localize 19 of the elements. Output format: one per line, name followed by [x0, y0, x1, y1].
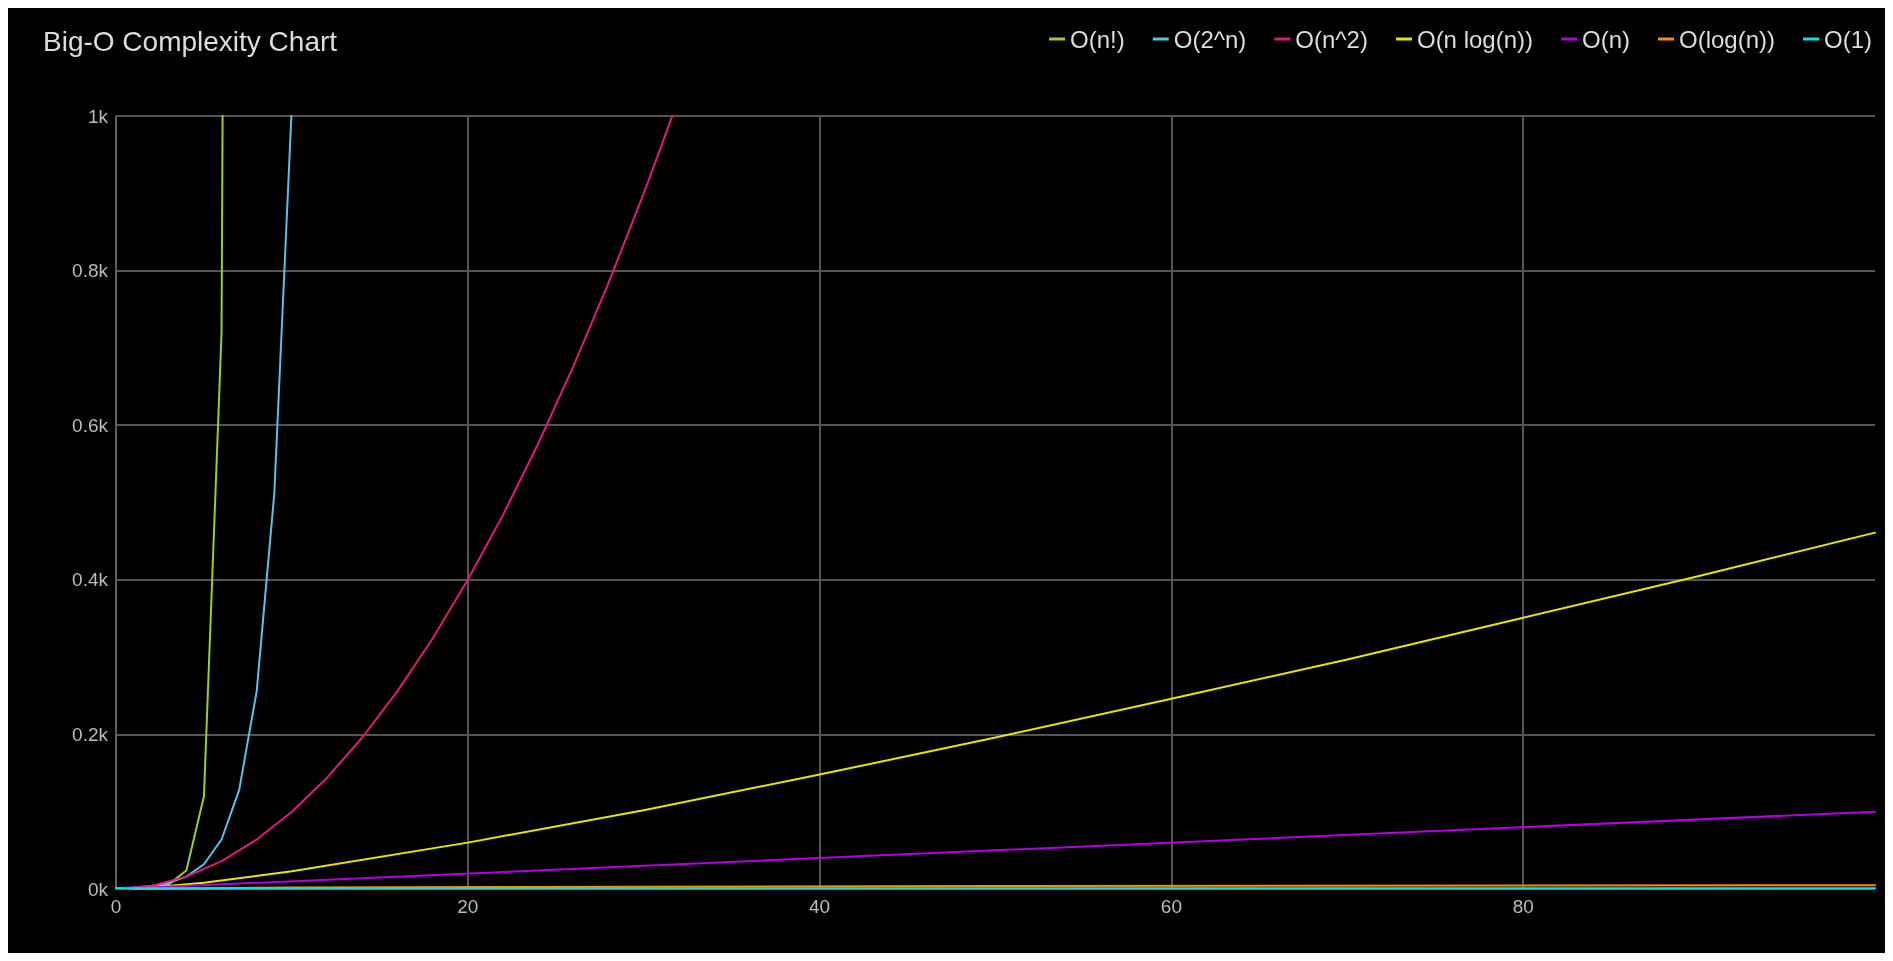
legend-label: O(1): [1824, 25, 1872, 53]
legend-label: O(log(n)): [1678, 25, 1775, 53]
legend-label: O(n^2): [1295, 25, 1368, 53]
y-tick-label: 0.2k: [72, 723, 109, 745]
y-tick-label: 0k: [87, 878, 109, 900]
chart-title: Big-O Complexity Chart: [43, 25, 338, 57]
y-tick-label: 0.4k: [72, 569, 109, 591]
x-tick-label: 80: [1512, 896, 1534, 917]
y-tick-label: 0.8k: [72, 260, 109, 282]
x-tick-label: 0: [110, 896, 122, 917]
x-tick-label: 60: [1160, 896, 1182, 917]
y-tick-label: 0.6k: [72, 414, 109, 436]
legend-label: O(2^n): [1173, 25, 1247, 53]
legend-label: O(n): [1581, 25, 1630, 53]
x-tick-label: 40: [809, 896, 831, 917]
y-tick-label: 1k: [87, 105, 109, 127]
x-tick-label: 20: [457, 896, 479, 917]
legend-label: O(n log(n)): [1416, 25, 1533, 53]
legend-label: O(n!): [1070, 25, 1125, 53]
